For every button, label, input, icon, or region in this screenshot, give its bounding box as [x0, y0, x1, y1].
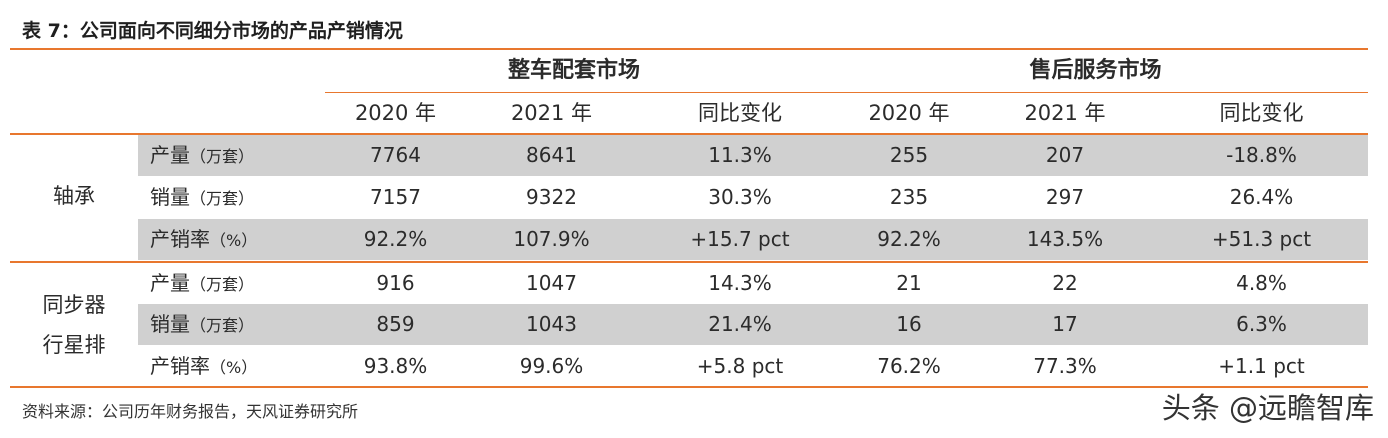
table-cell: 92.2%	[363, 227, 428, 251]
row-label-unit: （万套）	[190, 275, 255, 294]
row-label-text: 产量	[150, 271, 190, 295]
table-cell: 143.5%	[1026, 227, 1104, 251]
table-cell: 21	[896, 271, 922, 295]
row-label-text: 产销率	[150, 227, 210, 251]
table-cell: 11.3%	[708, 143, 772, 167]
section-name-line: 轴承	[53, 184, 95, 208]
table-cell: 77.3%	[1033, 354, 1097, 378]
table-cell: 207	[1045, 143, 1085, 167]
table-cell: +15.7 pct	[690, 227, 790, 251]
table-cell: 76.2%	[877, 354, 941, 378]
table-cell: 93.8%	[363, 354, 428, 378]
row-label-unit: （%）	[210, 231, 258, 250]
section-name-bearing: 轴承	[10, 176, 138, 216]
table-cell: 8641	[526, 143, 577, 167]
table-cell: 21.4%	[708, 312, 772, 336]
subheader-after-2020: 2020 年	[868, 101, 950, 125]
row-label-text: 销量	[150, 185, 190, 209]
header-rule	[10, 133, 1368, 135]
subheader-after-2021: 2021 年	[1024, 101, 1106, 125]
table-cell: 22	[1052, 271, 1078, 295]
table-cell: +1.1 pct	[1218, 354, 1305, 378]
table-cell: 16	[896, 312, 922, 336]
table-cell: 1047	[526, 271, 577, 295]
row-label-text: 产量	[150, 143, 190, 167]
table-cell: 14.3%	[708, 271, 772, 295]
group-header-oem: 整车配套市场	[507, 58, 640, 83]
table-cell: 1043	[526, 312, 577, 336]
row-label: 产量（万套）	[150, 135, 254, 176]
table-cell: 255	[889, 143, 929, 167]
subheader-oem-yoy: 同比变化	[698, 101, 782, 125]
row-label: 产量（万套）	[150, 263, 254, 304]
table-cell: 6.3%	[1236, 312, 1287, 336]
row-label-unit: （万套）	[190, 189, 255, 208]
row-label-unit: （万套）	[190, 147, 255, 166]
row-label-text: 销量	[150, 312, 190, 336]
row-label: 产销率（%）	[150, 346, 257, 387]
table-cell: +51.3 pct	[1211, 227, 1312, 251]
subheader-oem-2020: 2020 年	[354, 101, 437, 125]
subheader-row: 2020 年 2021 年 同比变化 2020 年 2021 年 同比变化	[10, 93, 1368, 133]
table-cell: 7157	[370, 185, 421, 209]
table-cell: 859	[376, 312, 415, 336]
table-cell: 7764	[370, 143, 421, 167]
top-rule	[10, 48, 1368, 50]
table-title: 表 7：公司面向不同细分市场的产品产销情况	[22, 20, 403, 42]
table-cell: 916	[376, 271, 415, 295]
row-label-unit: （%）	[210, 358, 258, 377]
group-header-underline	[325, 92, 1368, 93]
table-cell: 92.2%	[877, 227, 941, 251]
row-label-text: 产销率	[150, 354, 210, 378]
subheader-oem-2021: 2021 年	[510, 101, 593, 125]
source-note: 资料来源：公司历年财务报告，天风证券研究所	[22, 402, 359, 421]
table-cell: 235	[889, 185, 929, 209]
table-cell: 9322	[526, 185, 577, 209]
section-name-line: 同步器	[42, 293, 106, 317]
table-cell: -18.8%	[1226, 143, 1297, 167]
row-label: 产销率（%）	[150, 219, 257, 260]
bottom-rule	[10, 386, 1368, 388]
row-label-unit: （万套）	[190, 316, 255, 335]
row-label: 销量（万套）	[150, 304, 254, 345]
table-row: 产销率（%） 93.8% 99.6% +5.8 pct 76.2% 77.3% …	[10, 346, 1368, 387]
table-cell: 17	[1052, 312, 1078, 336]
watermark: 头条 @远瞻智库	[1161, 391, 1374, 425]
section-rule	[10, 261, 1368, 263]
table-cell: 26.4%	[1229, 185, 1294, 209]
row-label: 销量（万套）	[150, 177, 254, 218]
group-header-aftermarket: 售后服务市场	[1029, 58, 1162, 83]
table-row	[138, 135, 1368, 176]
table-row	[138, 219, 1368, 260]
table-cell: 297	[1045, 185, 1085, 209]
table-row: 产销率（%） 92.2% 107.9% +15.7 pct 92.2% 143.…	[10, 219, 1368, 260]
section-name-synchronizer: 同步器 行星排	[10, 285, 138, 365]
table-row: 产量（万套） 7764 8641 11.3% 255 207 -18.8%	[10, 135, 1368, 176]
table-cell: +5.8 pct	[696, 354, 784, 378]
subheader-after-yoy: 同比变化	[1219, 101, 1304, 125]
table-cell: 107.9%	[513, 227, 590, 251]
table-cell: 4.8%	[1236, 271, 1287, 295]
table-row	[138, 304, 1368, 345]
table-cell: 99.6%	[519, 354, 584, 378]
table-row: 销量（万套） 859 1043 21.4% 16 17 6.3%	[10, 304, 1368, 345]
table-cell: 30.3%	[708, 185, 772, 209]
table-row: 销量（万套） 7157 9322 30.3% 235 297 26.4%	[10, 177, 1368, 218]
table-row: 产量（万套） 916 1047 14.3% 21 22 4.8%	[10, 263, 1368, 304]
section-name-line: 行星排	[42, 333, 106, 357]
